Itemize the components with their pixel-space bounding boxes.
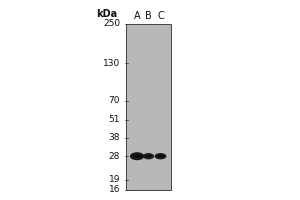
Text: 16: 16 — [109, 186, 120, 194]
Ellipse shape — [145, 155, 152, 158]
Text: 70: 70 — [109, 96, 120, 105]
Ellipse shape — [132, 154, 142, 158]
Text: 250: 250 — [103, 20, 120, 28]
Ellipse shape — [154, 153, 166, 159]
Ellipse shape — [130, 152, 144, 160]
Text: B: B — [145, 11, 152, 21]
Text: A: A — [134, 11, 141, 21]
Ellipse shape — [156, 155, 165, 158]
Ellipse shape — [143, 153, 154, 159]
Text: 38: 38 — [109, 133, 120, 142]
Text: kDa: kDa — [96, 9, 117, 19]
Text: C: C — [157, 11, 164, 21]
Text: 28: 28 — [109, 152, 120, 161]
Text: 51: 51 — [109, 115, 120, 124]
FancyBboxPatch shape — [126, 24, 171, 190]
Text: 130: 130 — [103, 59, 120, 68]
Text: 19: 19 — [109, 175, 120, 184]
